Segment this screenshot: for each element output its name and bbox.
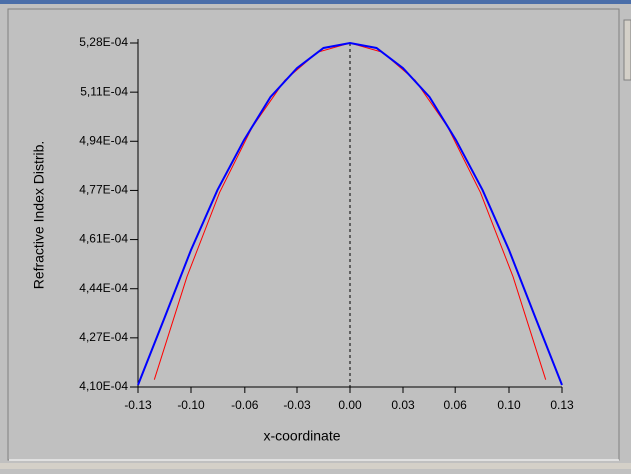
y-tick-label: 4,61E-04 (79, 232, 128, 246)
y-tick-label: 5,11E-04 (80, 84, 128, 98)
y-tick-label: 4,27E-04 (79, 330, 128, 344)
data-line (137, 41, 563, 386)
x-tick-label: 0.03 (391, 398, 415, 412)
x-tick-label: 0.06 (444, 398, 468, 412)
x-tick-label: 0.00 (338, 398, 362, 412)
chart-panel (7, 8, 620, 461)
y-axis-label: Refractive Index Distrib. (31, 141, 47, 290)
y-tick-label: 4,10E-04 (79, 379, 128, 393)
y-tick-label: 4,77E-04 (79, 183, 128, 197)
x-tick-label: -0.03 (283, 398, 311, 412)
x-tick-label: -0.06 (231, 398, 259, 412)
x-axis-label: x-coordinate (263, 428, 340, 444)
x-tick-label: -0.10 (177, 398, 205, 412)
y-tick-label: 4,94E-04 (79, 133, 128, 147)
side-panel (623, 19, 631, 81)
top-strip (0, 0, 631, 4)
x-tick-label: -0.13 (124, 398, 152, 412)
bottom-strip (0, 463, 631, 469)
y-tick-label: 4,44E-04 (79, 281, 128, 295)
y-tick-label: 5,28E-04 (79, 35, 128, 49)
x-tick-label: 0.10 (497, 398, 521, 412)
x-tick-label: 0.13 (550, 398, 574, 412)
